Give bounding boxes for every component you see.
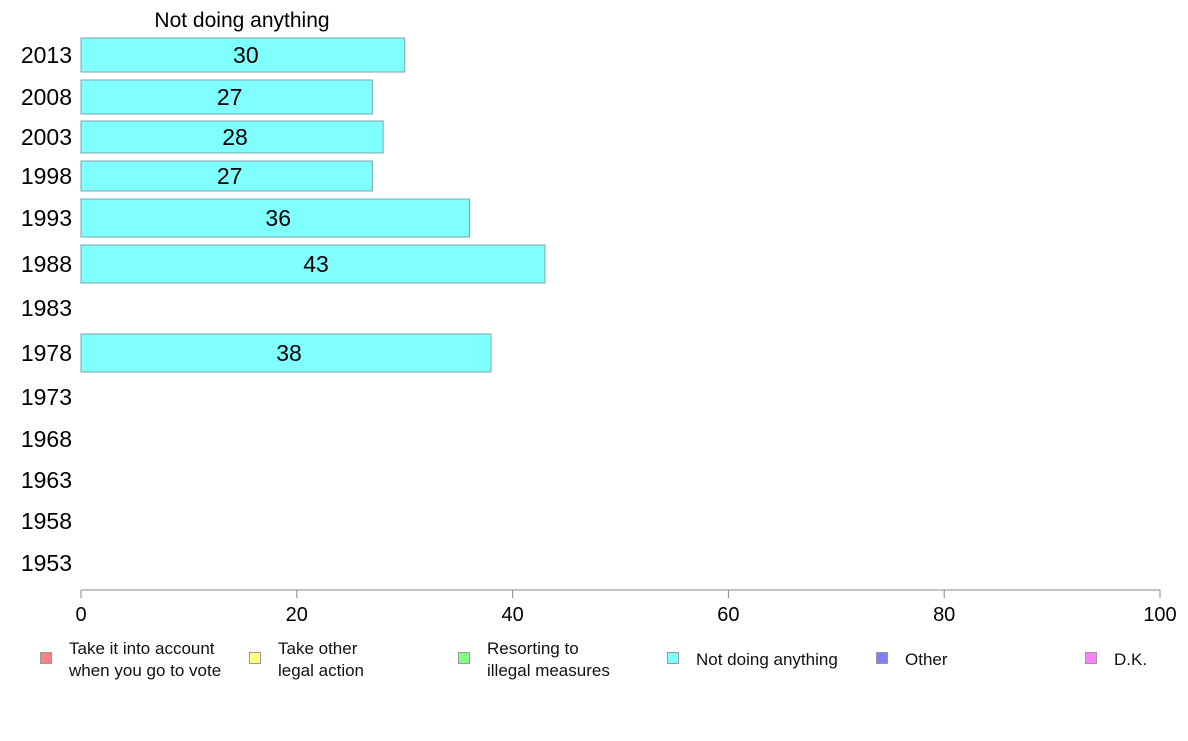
- chart-title: Not doing anything: [154, 9, 329, 32]
- legend-item: D.K.: [1085, 638, 1147, 671]
- legend-label: Resorting to illegal measures: [487, 639, 610, 680]
- x-tick-label-20: 20: [286, 604, 308, 626]
- data-label-1988: 43: [303, 251, 329, 277]
- legend-label: D.K.: [1114, 650, 1148, 669]
- bar-2013: [80, 37, 406, 73]
- y-tick-label-1968: 1968: [21, 426, 72, 452]
- x-tick-label-80: 80: [933, 604, 955, 626]
- bar-1988: [80, 244, 546, 284]
- legend-item: Take other legal action: [249, 638, 364, 682]
- y-tick-label-2013: 2013: [21, 42, 72, 68]
- y-tick-label-1978: 1978: [21, 340, 72, 366]
- x-tick-label-0: 0: [75, 604, 86, 626]
- legend-item: Other: [876, 638, 948, 671]
- data-label-2013: 30: [233, 42, 259, 68]
- y-tick-label-1993: 1993: [21, 205, 72, 231]
- x-tick-label-40: 40: [501, 604, 523, 626]
- legend-swatch: [40, 652, 52, 664]
- legend-swatch: [249, 652, 261, 664]
- bar-1993: [80, 198, 470, 238]
- legend-label: Not doing anything: [696, 650, 838, 669]
- data-label-1978: 38: [276, 340, 302, 366]
- bar-1978: [80, 333, 492, 373]
- bar-2003: [80, 120, 384, 154]
- bar-1998: [80, 160, 373, 192]
- y-tick-label-1963: 1963: [21, 467, 72, 493]
- x-axis: 0 20 40 60 80 100: [75, 589, 1177, 626]
- x-tick-label-60: 60: [717, 604, 739, 626]
- x-tick-label-100: 100: [1143, 604, 1176, 626]
- y-tick-label-2003: 2003: [21, 124, 72, 150]
- data-label-1998: 27: [217, 163, 243, 189]
- data-label-2003: 28: [222, 124, 248, 150]
- y-tick-label-1988: 1988: [21, 251, 72, 277]
- legend-item: Not doing anything: [667, 638, 838, 671]
- data-label-1993: 36: [265, 205, 291, 231]
- legend-item: Resorting to illegal measures: [458, 638, 610, 682]
- y-tick-label-1973: 1973: [21, 384, 72, 410]
- bars-layer: 30 27 28 27 36 43 38: [80, 37, 546, 373]
- y-tick-label-1953: 1953: [21, 550, 72, 576]
- y-tick-label-1998: 1998: [21, 163, 72, 189]
- y-axis-labels: 2013 2008 2003 1998 1993 1988 1983 1978 1973 1968…: [21, 42, 72, 576]
- legend-swatch: [876, 652, 888, 664]
- bar-2008: [80, 79, 373, 115]
- legend-label: Take other legal action: [278, 639, 365, 680]
- legend: Take it into account when you go to vote…: [0, 638, 1188, 698]
- y-tick-label-2008: 2008: [21, 84, 72, 110]
- legend-swatch: [667, 652, 679, 664]
- legend-label: Take it into account when you go to vote: [69, 639, 222, 680]
- data-label-2008: 27: [217, 84, 243, 110]
- legend-swatch: [458, 652, 470, 664]
- legend-item: Take it into account when you go to vote: [40, 638, 221, 682]
- legend-label: Other: [905, 650, 948, 669]
- y-tick-label-1983: 1983: [21, 295, 72, 321]
- y-tick-label-1958: 1958: [21, 508, 72, 534]
- legend-swatch: [1085, 652, 1097, 664]
